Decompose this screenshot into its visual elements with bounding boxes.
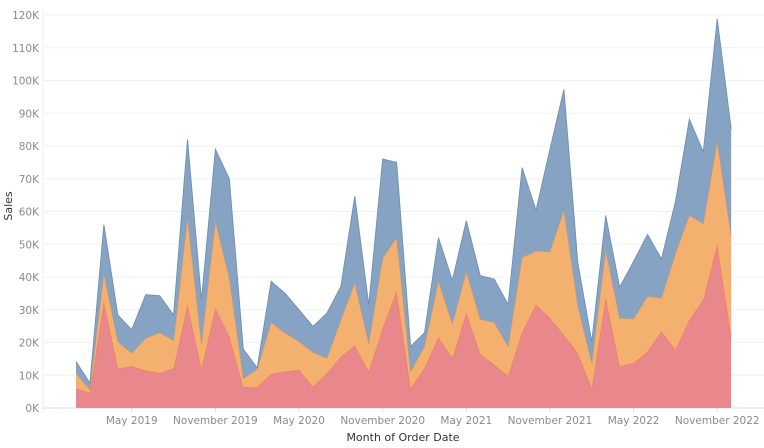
y-tick-label: 120K: [12, 10, 40, 22]
y-tick-label: 30K: [19, 305, 40, 317]
x-tick-label: November 2022: [675, 415, 760, 427]
x-tick-label: May 2021: [440, 415, 492, 427]
y-tick-label: 0K: [25, 403, 40, 415]
y-tick-label: 90K: [19, 108, 40, 120]
area-series-3-edge: [75, 18, 732, 385]
y-tick-label: 20K: [19, 338, 40, 350]
y-tick-label: 40K: [19, 272, 40, 284]
y-tick-label: 10K: [19, 370, 40, 382]
x-axis-ticks: May 2019 November 2019 May 2020 November 20…: [106, 408, 760, 427]
area-series-1: [76, 244, 732, 408]
area-series: [75, 18, 732, 408]
x-axis-title: Month of Order Date: [346, 431, 459, 444]
x-tick-label: November 2019: [173, 415, 258, 427]
y-tick-label: 100K: [12, 76, 40, 88]
x-tick-label: May 2022: [608, 415, 660, 427]
y-tick-label: 80K: [19, 141, 40, 153]
y-tick-label: 70K: [19, 174, 40, 186]
x-tick-label: May 2020: [273, 415, 325, 427]
y-tick-label: 60K: [19, 207, 40, 219]
x-tick-label: November 2021: [508, 415, 593, 427]
y-axis-ticks: 0K 10K 20K 30K 40K 50K 60K 70K 80K 90K 100K 110K 120…: [12, 10, 40, 415]
y-tick-label: 50K: [19, 239, 40, 251]
x-tick-label: May 2019: [106, 415, 158, 427]
y-axis-title: Sales: [2, 191, 15, 221]
y-tick-label: 110K: [12, 43, 40, 55]
x-tick-label: November 2020: [340, 415, 425, 427]
area-series-2: [76, 141, 732, 393]
